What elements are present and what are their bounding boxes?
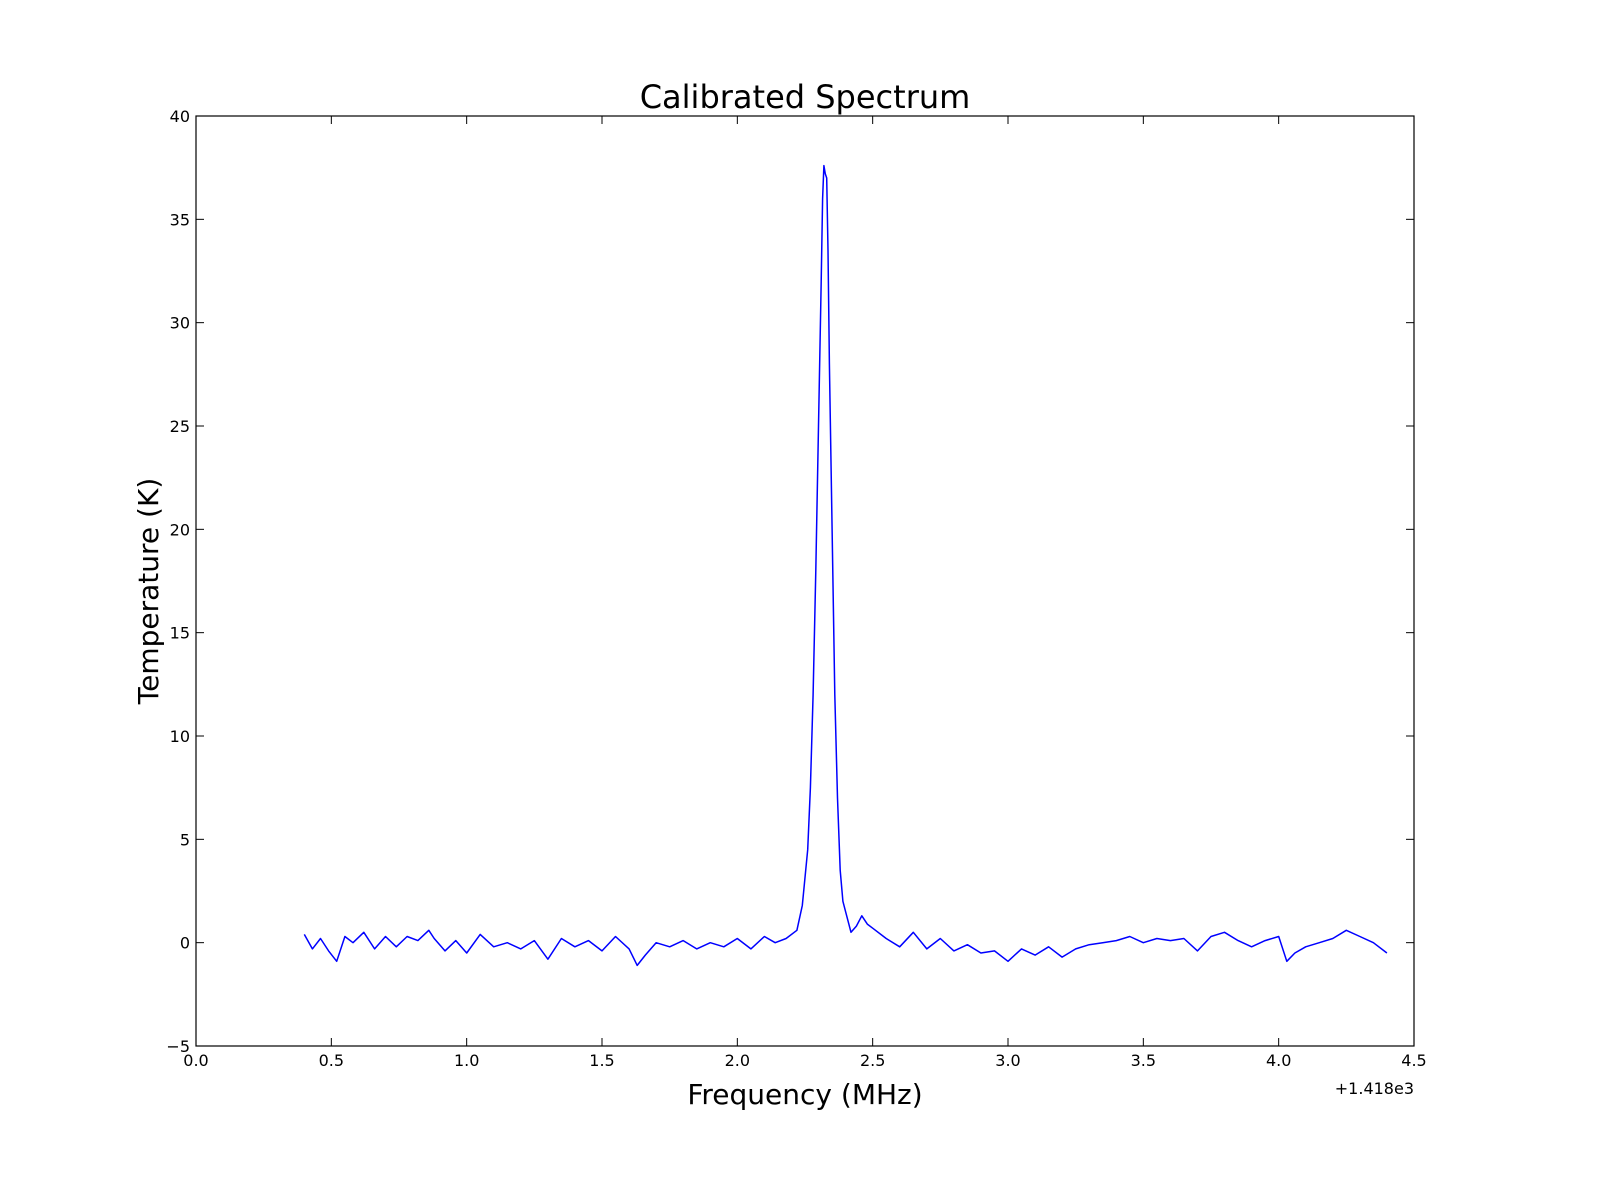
x-tick-label: 1.0 xyxy=(454,1051,479,1070)
x-tick-label: 0.5 xyxy=(319,1051,344,1070)
series-line xyxy=(303,164,1388,967)
x-tick-label: 4.5 xyxy=(1401,1051,1426,1070)
y-tick-label: 0 xyxy=(180,934,190,953)
series-layer xyxy=(303,164,1388,967)
x-axis-title: Frequency (MHz) xyxy=(687,1078,922,1111)
y-tick-label: 35 xyxy=(170,210,190,229)
x-tick-label: 2.0 xyxy=(725,1051,750,1070)
x-axis: 0.0 0.5 1.0 1.5 2.0 2.5 3.0 3.5 4.0 4.5 xyxy=(183,116,1427,1070)
chart-title: Calibrated Spectrum xyxy=(640,78,971,116)
x-tick-label: 1.5 xyxy=(589,1051,614,1070)
y-axis: −5 0 5 10 15 20 25 30 35 40 xyxy=(166,107,1414,1056)
x-tick-label: 0.0 xyxy=(183,1051,208,1070)
plot-area xyxy=(195,115,1415,1047)
y-tick-label: 15 xyxy=(170,624,190,643)
y-tick-label: 20 xyxy=(170,520,190,539)
x-tick-label: 3.5 xyxy=(1131,1051,1156,1070)
y-tick-label: 10 xyxy=(170,727,190,746)
x-tick-label: 4.0 xyxy=(1266,1051,1291,1070)
y-tick-label: −5 xyxy=(166,1037,190,1056)
plot-frame xyxy=(195,115,1415,1047)
x-tick-label: 2.5 xyxy=(860,1051,885,1070)
x-tick-label: 3.0 xyxy=(995,1051,1020,1070)
y-tick-label: 30 xyxy=(170,314,190,333)
y-tick-label: 5 xyxy=(180,830,190,849)
y-axis-title: Temperature (K) xyxy=(132,478,165,705)
y-tick-label: 25 xyxy=(170,417,190,436)
y-tick-label: 40 xyxy=(170,107,190,126)
x-offset-label: +1.418e3 xyxy=(1335,1079,1414,1098)
